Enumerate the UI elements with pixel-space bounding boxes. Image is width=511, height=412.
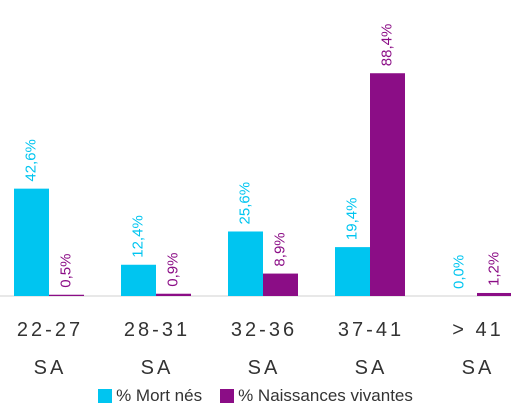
bar [121, 264, 156, 296]
data-label: 19,4% [343, 198, 360, 241]
bar [335, 247, 370, 296]
bar [156, 293, 191, 296]
bar [228, 231, 263, 296]
bar [477, 292, 511, 296]
data-label: 0,9% [164, 253, 181, 287]
bar [263, 273, 298, 296]
data-label: 0,0% [450, 255, 467, 289]
x-tick-label: 32-36 SA [230, 319, 298, 379]
data-label: 12,4% [129, 215, 146, 258]
legend-label: % Naissances vivantes [238, 386, 413, 405]
data-label: 88,4% [378, 24, 395, 67]
legend-swatch [220, 389, 235, 403]
data-label: 1,2% [485, 252, 502, 286]
x-tick-label: 28-31 SA [123, 319, 191, 379]
data-label: 8,9% [271, 232, 288, 266]
bar [49, 294, 84, 296]
legend-item: % Naissances vivantes [220, 386, 413, 406]
legend: % Mort nés % Naissances vivantes [0, 386, 511, 406]
legend-label: % Mort nés [116, 386, 203, 405]
legend-swatch [98, 389, 113, 403]
x-tick-label: 37-41 SA [337, 319, 405, 379]
x-tick-label: 22-27 SA [16, 319, 84, 379]
x-tick-label: > 41 SA [452, 319, 504, 379]
bar [370, 73, 405, 297]
legend-item: % Mort nés [98, 386, 202, 406]
data-label: 0,5% [57, 254, 74, 288]
data-label: 25,6% [236, 182, 253, 225]
data-label: 42,6% [22, 139, 39, 182]
bar [14, 188, 49, 296]
